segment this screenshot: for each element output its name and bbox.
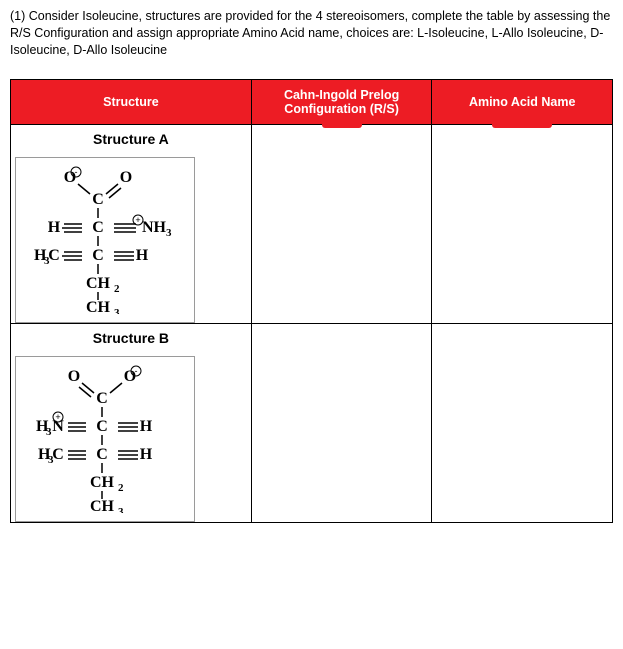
svg-text:C: C — [96, 390, 108, 407]
svg-text:NH: NH — [142, 219, 167, 236]
svg-text:H: H — [48, 219, 61, 236]
structure-b-title: Structure B — [11, 330, 251, 346]
svg-text:C: C — [96, 418, 108, 435]
svg-text:CH: CH — [86, 299, 111, 314]
svg-text:+: + — [55, 412, 60, 422]
header-config-line1: Cahn-Ingold Prelog — [284, 88, 399, 102]
svg-text:H: H — [140, 446, 153, 463]
svg-text:C: C — [92, 191, 104, 208]
stereoisomer-table: Structure Cahn-Ingold Prelog Configurati… — [10, 79, 613, 523]
svg-text:CH: CH — [90, 474, 115, 491]
svg-text:-: - — [135, 366, 138, 376]
cell-name-b — [432, 323, 613, 522]
svg-text:C: C — [92, 247, 104, 264]
svg-text:3: 3 — [166, 227, 172, 239]
svg-text:2: 2 — [118, 482, 124, 494]
molecule-b-box: OO-CH3N+CHH3CCHCH2CH3 — [15, 356, 195, 522]
svg-text:CH: CH — [90, 498, 115, 513]
cell-config-b — [251, 323, 432, 522]
header-name-label: Amino Acid Name — [469, 95, 576, 109]
header-structure: Structure — [11, 79, 252, 124]
svg-text:+: + — [135, 215, 140, 225]
cell-structure-b: Structure B OO-CH3N+CHH3CCHCH2CH3 — [11, 323, 252, 522]
structure-a-title: Structure A — [11, 131, 251, 147]
cell-config-a — [251, 124, 432, 323]
cell-structure-a: Structure A O-OCHCNH3+H3CCHCH2CH3 — [11, 124, 252, 323]
svg-text:O: O — [120, 169, 132, 186]
molecule-b: OO-CH3N+CHH3CCHCH2CH3 — [24, 363, 186, 513]
header-structure-label: Structure — [103, 95, 159, 109]
svg-text:C: C — [92, 219, 104, 236]
svg-text:-: - — [75, 167, 78, 177]
svg-text:H: H — [136, 247, 149, 264]
svg-text:H: H — [140, 418, 153, 435]
svg-text:2: 2 — [114, 283, 120, 295]
question-text: (1) Consider Isoleucine, structures are … — [10, 8, 613, 59]
svg-text:O: O — [68, 368, 80, 385]
table-row: Structure B OO-CH3N+CHH3CCHCH2CH3 — [11, 323, 613, 522]
header-config: Cahn-Ingold Prelog Configuration (R/S) — [251, 79, 432, 124]
table-row: Structure A O-OCHCNH3+H3CCHCH2CH3 — [11, 124, 613, 323]
redaction-mark — [322, 118, 362, 128]
molecule-a: O-OCHCNH3+H3CCHCH2CH3 — [24, 164, 186, 314]
svg-text:CH: CH — [86, 275, 111, 292]
svg-text:C: C — [52, 446, 64, 463]
cell-name-a — [432, 124, 613, 323]
svg-text:3: 3 — [46, 426, 52, 438]
redaction-mark — [492, 118, 552, 128]
header-name: Amino Acid Name — [432, 79, 613, 124]
svg-text:3: 3 — [114, 307, 120, 314]
svg-text:3: 3 — [118, 506, 124, 513]
molecule-a-box: O-OCHCNH3+H3CCHCH2CH3 — [15, 157, 195, 323]
header-config-line2: Configuration (R/S) — [284, 102, 399, 116]
svg-text:C: C — [96, 446, 108, 463]
svg-text:C: C — [48, 247, 60, 264]
